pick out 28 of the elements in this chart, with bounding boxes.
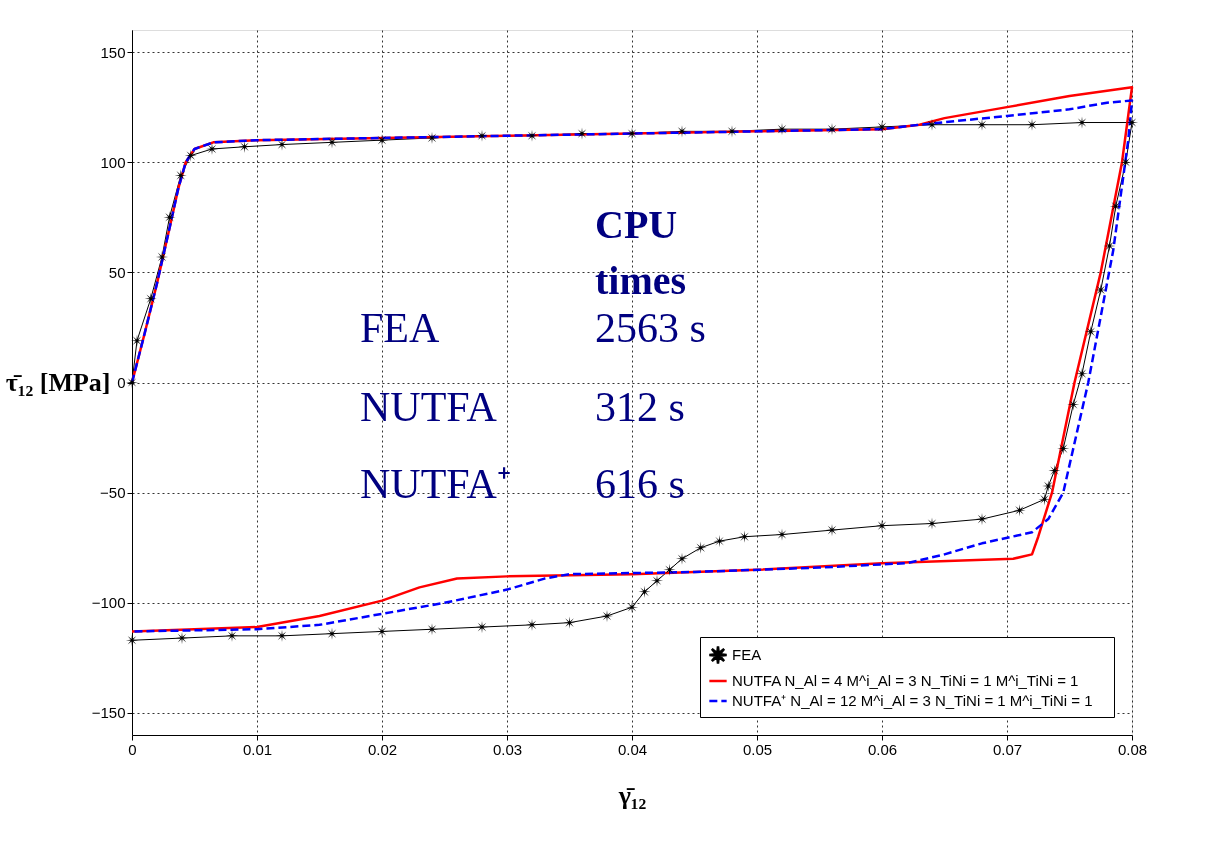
- y-tick-label: 150: [100, 43, 126, 61]
- legend-label: NUTFA N_Al = 4 M^i_Al = 3 N_TiNi = 1 M^i_TiNi = 1: [732, 672, 1079, 689]
- legend-label: FEA: [732, 646, 762, 663]
- x-tick-label: 0.05: [742, 740, 773, 758]
- annotation: NUTFA: [360, 384, 498, 430]
- x-tick-label: 0: [128, 740, 137, 758]
- y-tick-label: −150: [91, 704, 126, 722]
- annotation: CPU times: [595, 202, 687, 303]
- x-tick-label: 0.01: [242, 740, 273, 758]
- legend-label: NUTFA⁺ N_Al = 12 M^i_Al = 3 N_TiNi = 1 M^i_TiNi = 1: [732, 692, 1093, 709]
- y-tick-label: −100: [91, 594, 126, 612]
- y-tick-label: −50: [100, 484, 126, 502]
- annotation: FEA: [360, 305, 441, 351]
- annotation: 616 s: [595, 461, 685, 507]
- x-tick-label: 0.02: [367, 740, 398, 758]
- annotation: 2563 s: [595, 305, 706, 351]
- x-axis-title: γ̄₁₂: [617, 780, 647, 810]
- y-tick-label: 100: [100, 153, 126, 171]
- annotation: 312 s: [595, 384, 685, 430]
- y-tick-label: 0: [117, 374, 126, 391]
- y-tick-label: 50: [108, 263, 126, 281]
- x-tick-label: 0.04: [617, 740, 648, 758]
- x-tick-label: 0.03: [492, 740, 523, 758]
- x-tick-label: 0.08: [1117, 740, 1148, 758]
- annotation: NUTFA⁺: [360, 461, 511, 507]
- x-tick-label: 0.07: [992, 740, 1023, 758]
- y-axis-title: τ̄₁₂ [MPa]: [5, 368, 111, 397]
- x-tick-label: 0.06: [867, 740, 898, 758]
